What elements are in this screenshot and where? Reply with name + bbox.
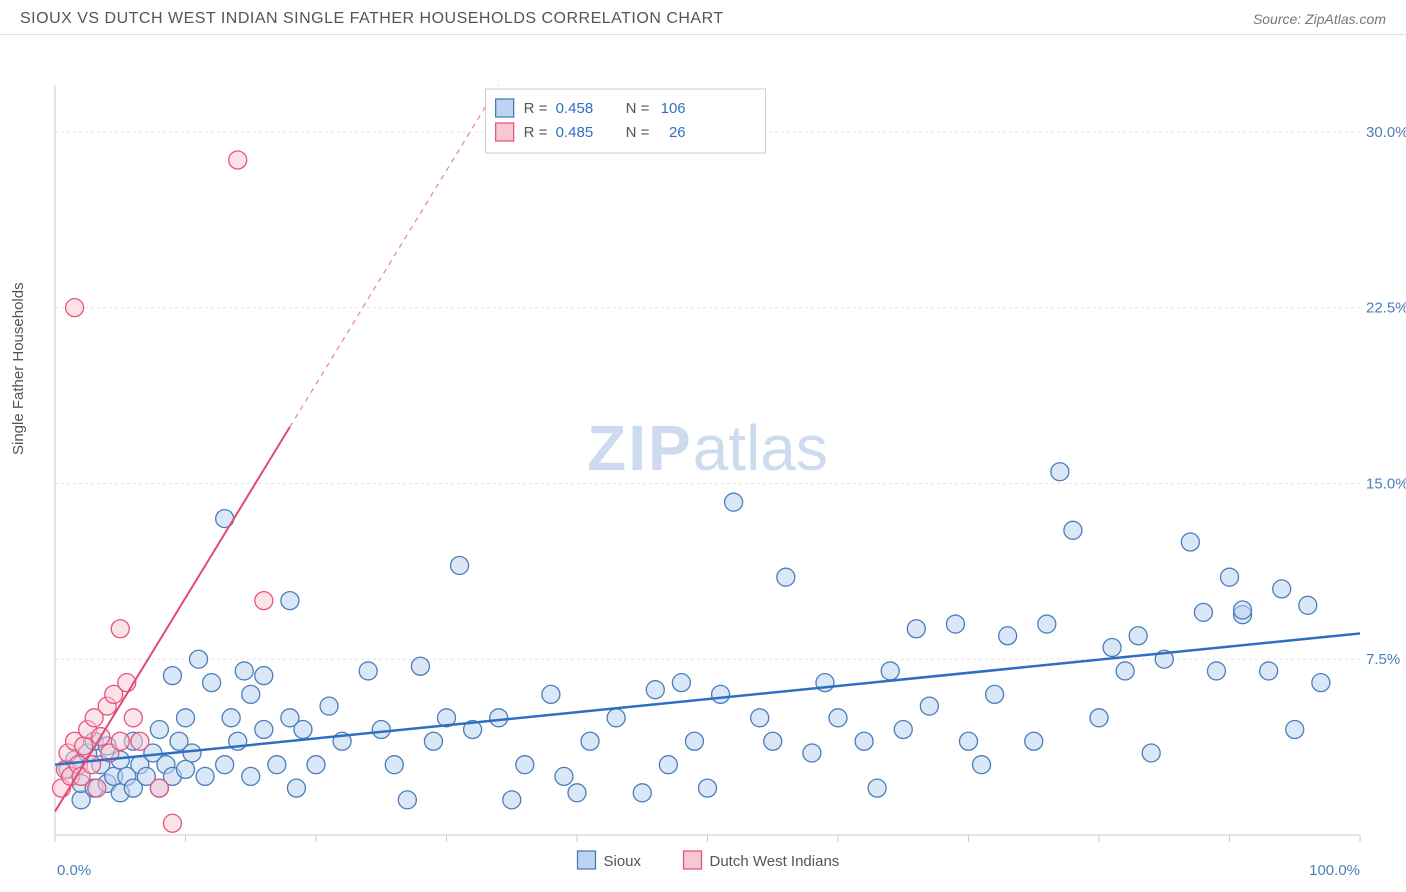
- svg-text:0.458: 0.458: [556, 100, 594, 117]
- svg-text:7.5%: 7.5%: [1366, 651, 1400, 668]
- svg-text:N =: N =: [626, 100, 650, 117]
- source-name: ZipAtlas.com: [1305, 11, 1386, 27]
- svg-text:30.0%: 30.0%: [1366, 124, 1406, 141]
- chart-header: SIOUX VS DUTCH WEST INDIAN SINGLE FATHER…: [0, 0, 1406, 35]
- svg-text:100.0%: 100.0%: [1309, 862, 1360, 879]
- svg-text:26: 26: [669, 124, 686, 141]
- svg-text:15.0%: 15.0%: [1366, 475, 1406, 492]
- svg-text:R =: R =: [524, 124, 548, 141]
- chart-area: Single Father Households ZIPatlas 7.5% 15.…: [0, 35, 1406, 885]
- svg-text:0.485: 0.485: [556, 124, 594, 141]
- svg-text:R =: R =: [524, 100, 548, 117]
- svg-text:Dutch West Indians: Dutch West Indians: [710, 853, 840, 870]
- source-attribution: Source: ZipAtlas.com: [1253, 11, 1386, 27]
- svg-text:22.5%: 22.5%: [1366, 300, 1406, 317]
- scatter-chart-svg: ZIPatlas 7.5% 15.0% 22.5% 30.0% 0.0% 100.0% R =…: [0, 35, 1406, 885]
- chart-title: SIOUX VS DUTCH WEST INDIAN SINGLE FATHER…: [20, 10, 724, 28]
- svg-text:ZIPatlas: ZIPatlas: [587, 412, 828, 484]
- svg-text:N =: N =: [626, 124, 650, 141]
- svg-text:106: 106: [661, 100, 686, 117]
- svg-text:0.0%: 0.0%: [57, 862, 91, 879]
- source-label: Source:: [1253, 11, 1305, 27]
- svg-text:Sioux: Sioux: [604, 853, 642, 870]
- y-axis-title: Single Father Households: [10, 282, 27, 455]
